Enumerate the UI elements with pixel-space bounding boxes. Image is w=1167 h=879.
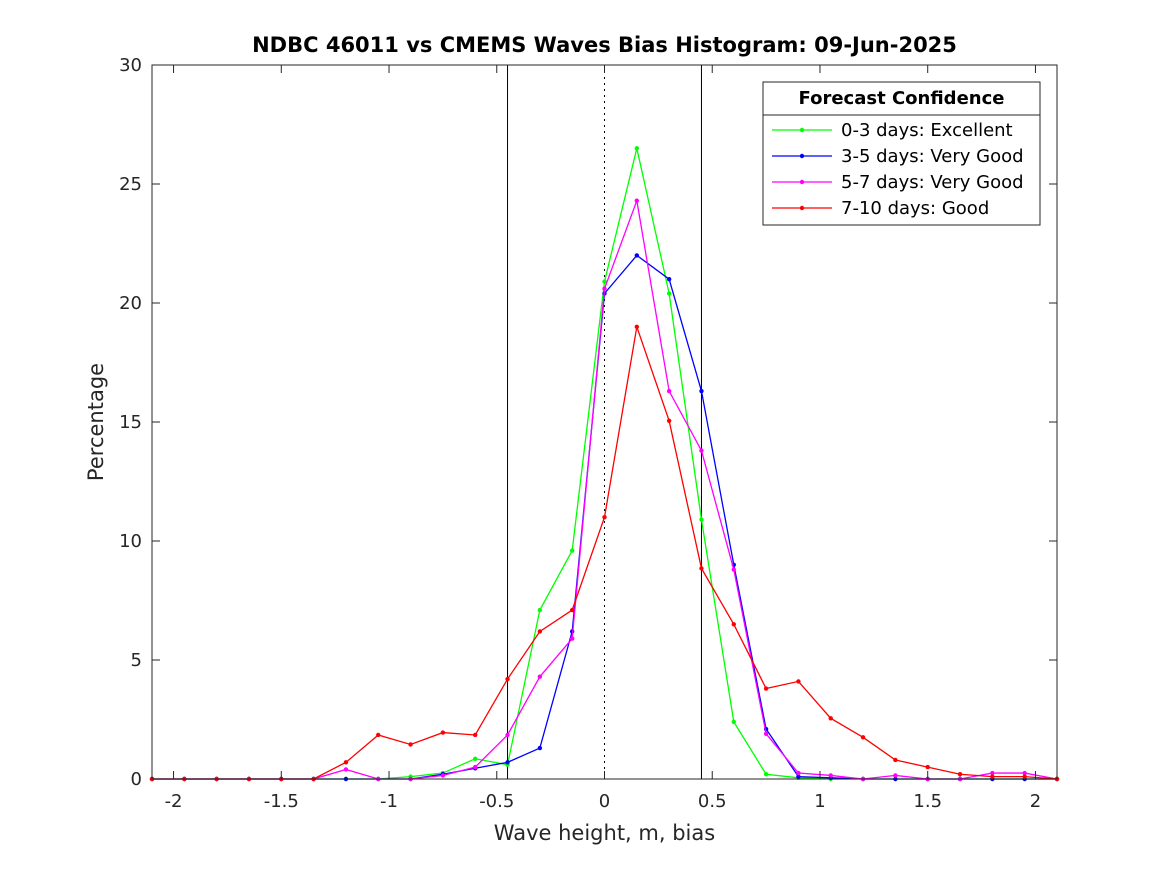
- series-4-point: [537, 629, 543, 634]
- x-tick-label: -2: [165, 791, 183, 812]
- series-2-point: [505, 760, 510, 765]
- y-tick-label: 5: [131, 650, 142, 671]
- series-4-point: [828, 716, 833, 721]
- series-3-point: [828, 773, 833, 778]
- legend-marker-3: [799, 179, 805, 185]
- series-3-point: [893, 773, 898, 778]
- series-3-point: [473, 764, 478, 770]
- series-4-point: [473, 732, 478, 738]
- x-tick-label: -1: [380, 791, 398, 812]
- series-3-point: [602, 286, 607, 291]
- series-1-point: [666, 291, 672, 296]
- series-1-point: [602, 279, 607, 284]
- series-1-point: [699, 517, 704, 522]
- series-2-point: [796, 774, 801, 779]
- y-tick-label: 30: [119, 55, 142, 76]
- legend-label-1: 0-3 days: Excellent: [841, 120, 1013, 141]
- series-4-point: [957, 772, 963, 777]
- x-tick-label: 1: [814, 791, 825, 812]
- chart-title: NDBC 46011 vs CMEMS Waves Bias Histogram…: [252, 33, 957, 57]
- legend-label-4: 7-10 days: Good: [841, 198, 989, 219]
- y-tick-label: 10: [119, 531, 142, 552]
- series-1-point: [537, 607, 543, 613]
- series-4-point: [925, 764, 930, 770]
- series-2-point: [634, 253, 640, 258]
- series-3-point: [343, 767, 349, 772]
- series-3-point: [731, 567, 736, 572]
- series-4-point: [408, 742, 413, 747]
- x-tick-label: 2: [1030, 791, 1041, 812]
- x-tick-label: -1.5: [264, 791, 299, 812]
- series-1-point: [473, 756, 478, 761]
- legend-marker-4: [799, 205, 805, 211]
- series-4-point: [990, 774, 995, 779]
- series-4-point: [343, 760, 349, 765]
- series-3-point: [990, 770, 995, 776]
- y-tick-label: 25: [119, 174, 142, 195]
- series-4-point: [860, 735, 866, 740]
- series-2-point: [537, 745, 543, 751]
- series-3-point: [796, 770, 801, 776]
- series-4-point: [376, 732, 381, 738]
- series-4-point: [602, 515, 607, 520]
- series-4-point: [1022, 774, 1027, 779]
- series-1-point: [731, 719, 736, 725]
- series-1-point: [634, 146, 640, 151]
- legend-items: 0-3 days: Excellent 3-5 days: Very Good 5-…: [772, 120, 1024, 219]
- series-4-point: [893, 757, 898, 763]
- reference-lines: [507, 65, 702, 779]
- legend: Forecast Confidence 0-3 days: Excellent 3…: [762, 81, 1041, 226]
- y-tick-label: 20: [119, 293, 142, 314]
- series-4-point: [666, 418, 672, 424]
- x-tick-label: -0.5: [479, 791, 514, 812]
- series-4-point: [440, 730, 446, 735]
- series-3-point: [666, 388, 672, 394]
- legend-marker-1: [799, 127, 805, 133]
- series-4-point: [763, 686, 769, 691]
- legend-box: [762, 114, 1041, 226]
- series-3-point: [505, 732, 510, 738]
- series-4-point: [699, 566, 704, 571]
- series-3-point: [537, 674, 543, 679]
- series-4-point: [731, 622, 736, 627]
- y-tick-label: 15: [119, 412, 142, 433]
- legend-title-box: [762, 81, 1041, 116]
- series-3-point: [569, 636, 575, 641]
- legend-marker-2: [799, 153, 805, 159]
- legend-label-2: 3-5 days: Very Good: [841, 146, 1024, 167]
- series-2-point: [666, 277, 672, 282]
- x-tick-label: 0.5: [698, 791, 727, 812]
- series-2-point: [699, 388, 704, 394]
- series-4-point: [796, 679, 801, 684]
- x-axis-label: Wave height, m, bias: [494, 821, 715, 845]
- series-1-point: [569, 548, 575, 553]
- series-3-point: [440, 773, 446, 778]
- series-3-point: [634, 198, 640, 203]
- series-3-point: [1022, 770, 1027, 776]
- legend-label-3: 5-7 days: Very Good: [841, 172, 1024, 193]
- y-tick-label: 0: [131, 769, 142, 790]
- legend-title: Forecast Confidence: [799, 88, 1005, 109]
- series-3-point: [763, 731, 769, 736]
- series-3-point: [699, 448, 704, 453]
- x-tick-label: 0: [599, 791, 610, 812]
- series-4-point: [505, 676, 510, 682]
- y-axis-label: Percentage: [84, 363, 108, 481]
- x-tick-label: 1.5: [913, 791, 942, 812]
- series-4-point: [634, 324, 640, 329]
- series-1-point: [763, 772, 769, 777]
- series-4-point: [569, 607, 575, 613]
